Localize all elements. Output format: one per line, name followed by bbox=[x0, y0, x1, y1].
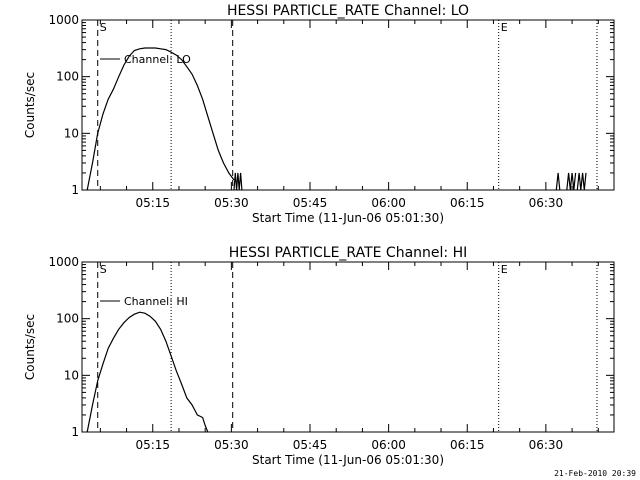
series-line bbox=[566, 172, 577, 191]
marker-label: S bbox=[100, 21, 107, 34]
x-tick-label: 05:15 bbox=[135, 196, 170, 210]
marker-label: E bbox=[501, 21, 508, 34]
marker-label: S bbox=[100, 263, 107, 276]
x-tick-label: 06:30 bbox=[529, 196, 564, 210]
y-tick-label: 100 bbox=[56, 70, 79, 84]
x-tick-label: 06:15 bbox=[450, 438, 485, 452]
legend-label: Channel: HI bbox=[124, 295, 188, 308]
y-tick-label: 1000 bbox=[48, 13, 79, 27]
series-line bbox=[576, 172, 587, 191]
y-tick-label: 1000 bbox=[48, 255, 79, 269]
plot-frame bbox=[81, 261, 615, 433]
y-axis-label: Counts/sec bbox=[23, 314, 37, 380]
y-axis-label: Counts/sec bbox=[23, 72, 37, 138]
series-line bbox=[233, 172, 243, 191]
date-stamp: 21-Feb-2010 20:39 bbox=[554, 469, 636, 478]
x-tick-label: 05:30 bbox=[214, 196, 249, 210]
y-tick-label: 10 bbox=[64, 368, 79, 382]
y-tick-label: 100 bbox=[56, 312, 79, 326]
y-tick-label: 1 bbox=[71, 425, 79, 439]
x-tick-label: 06:00 bbox=[371, 438, 406, 452]
series-line bbox=[86, 311, 209, 433]
plot-frame bbox=[81, 19, 615, 191]
series-line bbox=[86, 47, 235, 191]
x-tick-label: 06:00 bbox=[371, 196, 406, 210]
y-tick-label: 10 bbox=[64, 126, 79, 140]
x-axis-label: Start Time (11-Jun-06 05:01:30) bbox=[252, 453, 444, 467]
x-tick-label: 05:45 bbox=[293, 438, 328, 452]
x-axis-label: Start Time (11-Jun-06 05:01:30) bbox=[252, 211, 444, 225]
legend-label: Channel: LO bbox=[124, 53, 191, 66]
marker-label: E bbox=[501, 263, 508, 276]
x-tick-label: 06:15 bbox=[450, 196, 485, 210]
series-line bbox=[555, 172, 561, 191]
chart-title: HESSI PARTICLE_RATE Channel: LO bbox=[227, 3, 469, 19]
x-tick-label: 05:30 bbox=[214, 438, 249, 452]
y-tick-label: 1 bbox=[71, 183, 79, 197]
x-tick-label: 05:15 bbox=[135, 438, 170, 452]
x-tick-label: 05:45 bbox=[293, 196, 328, 210]
chart-title: HESSI PARTICLE_RATE Channel: HI bbox=[229, 245, 467, 261]
x-tick-label: 06:30 bbox=[529, 438, 564, 452]
